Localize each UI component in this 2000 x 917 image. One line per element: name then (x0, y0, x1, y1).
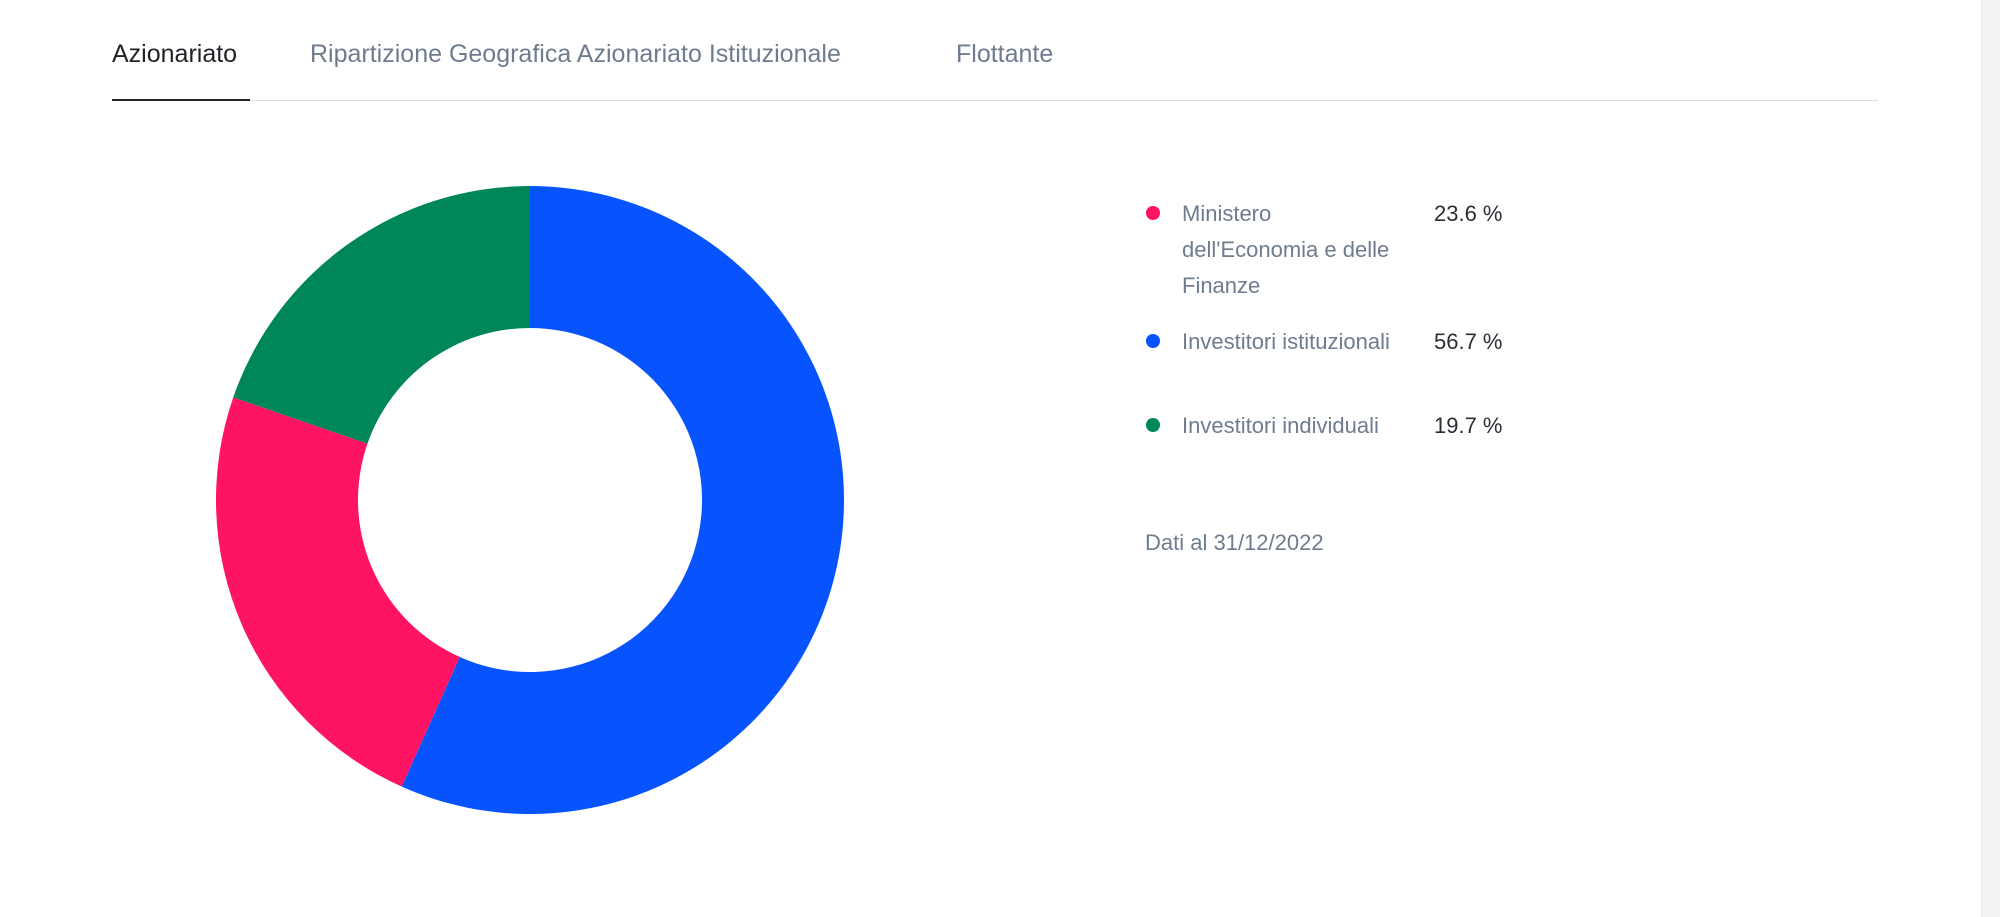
legend-dot-istituzionali (1146, 334, 1160, 348)
legend-item-istituzionali: Investitori istituzionali 56.7 % (1144, 324, 1544, 396)
active-tab-indicator (112, 99, 250, 101)
legend-dot-individuali (1146, 418, 1160, 432)
chart-legend: Ministero dell'Economia e delle Finanze … (1144, 196, 1544, 456)
legend-item-ministero: Ministero dell'Economia e delle Finanze … (1144, 196, 1544, 312)
legend-value-ministero: 23.6 % (1434, 201, 1503, 226)
donut-slice-ministero-dell-economia-e-delle-finanze[interactable] (215, 397, 460, 787)
donut-slice-investitori-individuali[interactable] (233, 186, 531, 444)
legend-value-istituzionali: 56.7 % (1434, 329, 1503, 354)
donut-chart (200, 170, 860, 830)
data-date-note: Dati al 31/12/2022 (1145, 530, 1324, 555)
legend-label-ministero: Ministero dell'Economia e delle Finanze (1182, 201, 1390, 298)
legend-label-individuali: Investitori individuali (1182, 413, 1379, 438)
donut-slice-investitori-istituzionali[interactable] (401, 186, 844, 814)
tab-flottante[interactable]: Flottante (956, 40, 1054, 68)
legend-dot-ministero (1146, 206, 1160, 220)
tab-bar: Azionariato Ripartizione Geografica Azio… (112, 0, 1878, 101)
tab-ripartizione-geografica[interactable]: Ripartizione Geografica Azionariato Isti… (310, 40, 841, 68)
legend-label-istituzionali: Investitori istituzionali (1182, 329, 1390, 354)
donut-chart-svg (215, 186, 844, 814)
legend-value-individuali: 19.7 % (1434, 413, 1503, 438)
tab-azionariato[interactable]: Azionariato (112, 40, 238, 68)
scrollbar[interactable] (1981, 0, 2000, 917)
legend-item-individuali: Investitori individuali 19.7 % (1144, 408, 1544, 444)
